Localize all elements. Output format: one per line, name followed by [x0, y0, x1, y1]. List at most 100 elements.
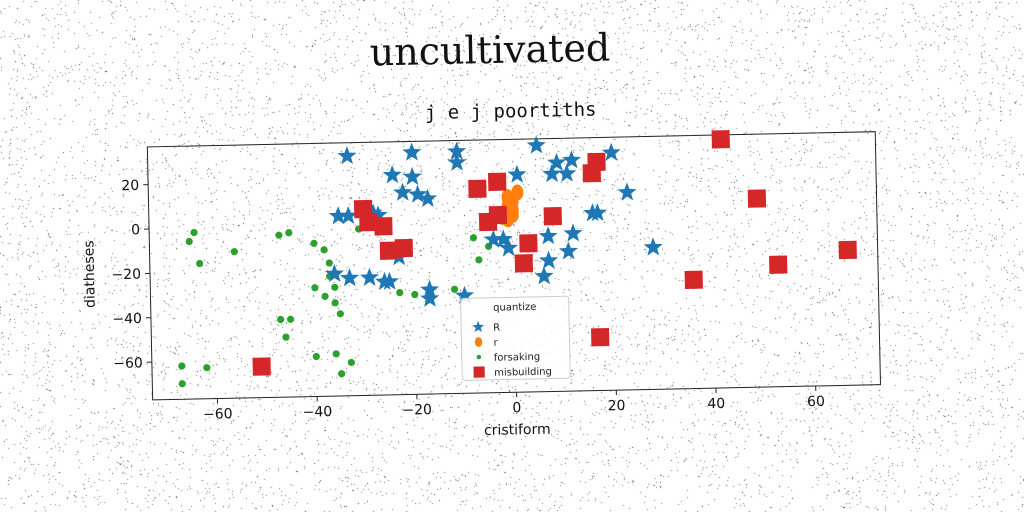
point-r: [359, 267, 379, 286]
point-r: [328, 206, 348, 225]
point-forsaking: [190, 228, 198, 237]
legend-box: [460, 295, 571, 381]
legend-title: quantize: [493, 302, 536, 314]
point-misbuilding: [587, 152, 606, 172]
point-forsaking: [450, 285, 459, 293]
point-misbuilding: [468, 179, 487, 199]
point-r: [507, 164, 527, 183]
point-r: [526, 135, 546, 154]
point-r: [588, 203, 608, 222]
point-forsaking: [336, 310, 344, 318]
point-misbuilding: [769, 255, 788, 274]
chart-supertitle: uncultivated: [369, 25, 611, 75]
point-misbuilding: [379, 241, 399, 260]
point-r: [561, 150, 581, 169]
legend-label-r: r: [493, 338, 498, 349]
y-axis-label: diatheses: [81, 240, 98, 308]
point-forsaking: [312, 352, 320, 361]
legend-marker-misbuilding: [473, 366, 485, 378]
y-tick-label: −60: [113, 355, 143, 372]
point-forsaking: [310, 239, 318, 247]
legend-label-forsaking: forsaking: [494, 352, 541, 364]
x-tick-label: 20: [608, 398, 626, 414]
point-r: [547, 152, 567, 171]
y-tick-label: 20: [121, 178, 139, 194]
point-forsaking: [325, 259, 333, 267]
x-tick-label: 40: [707, 396, 725, 412]
point-r: [539, 250, 559, 269]
point-r: [617, 182, 637, 201]
point-r: [418, 188, 438, 207]
y-tick-label: −20: [111, 267, 141, 284]
point-r: [538, 226, 558, 245]
y-tick-label: 0: [131, 222, 140, 238]
point-misbuilding: [711, 130, 730, 149]
point-r: [402, 166, 422, 186]
point-forsaking: [475, 256, 483, 264]
legend-marker-forsaking: [476, 354, 482, 360]
point-r: [557, 163, 577, 182]
point-r: [601, 142, 621, 161]
point-forsaking: [320, 246, 328, 254]
point-forsaking: [178, 362, 186, 370]
point-forsaking: [331, 299, 339, 307]
point-misbuilding: [394, 238, 414, 258]
legend: quantize Rr forsaking misbuilding: [460, 295, 571, 381]
point-r: [338, 205, 358, 225]
point-forsaking: [347, 358, 355, 367]
point-forsaking: [178, 380, 186, 388]
point-forsaking: [321, 292, 329, 300]
x-axis-label: cristiform: [484, 422, 551, 439]
point-misbuilding: [488, 205, 508, 225]
point-r: [420, 288, 440, 307]
point-r: [534, 266, 554, 285]
x-tick-label: 0: [512, 400, 521, 416]
chart: j e j poortiths −60 −40 −20 0 20 40 60 −60 −40−…: [56, 81, 903, 459]
point-r: [339, 268, 360, 287]
point-forsaking: [185, 237, 193, 246]
scatter-plot: j e j poortiths −60 −40 −20 0 20 40 60 −60−40−…: [81, 99, 881, 439]
point-forsaking: [411, 290, 419, 299]
point-forsaking: [196, 259, 204, 268]
point-misbuilding: [374, 217, 393, 236]
point-forsaking: [275, 231, 283, 239]
x-axis: −60 −40 −20 0 20 40 60: [203, 385, 825, 423]
point-r: [393, 182, 413, 201]
point-misbuilding: [747, 189, 767, 208]
point-misbuilding: [519, 234, 538, 253]
point-forsaking: [332, 350, 340, 358]
point-r: [498, 238, 518, 257]
point-forsaking: [469, 234, 478, 242]
point-r: [643, 237, 663, 256]
point-misbuilding: [359, 213, 378, 232]
point-misbuilding: [684, 270, 703, 289]
point-r: [563, 223, 583, 242]
x-tick-label: −60: [203, 406, 233, 423]
point-misbuilding: [514, 254, 534, 273]
point-forsaking: [287, 315, 295, 323]
x-tick-label: −20: [402, 402, 432, 419]
x-tick-label: 60: [807, 394, 825, 410]
point-r: [558, 241, 578, 260]
chart-title: j e j poortiths: [425, 99, 597, 125]
y-axis: −60 −40 −20 0 20: [111, 178, 152, 372]
point-misbuilding: [838, 240, 857, 260]
point-forsaking: [285, 229, 293, 237]
point-r: [483, 229, 503, 248]
y-tick-label: −40: [112, 311, 142, 328]
point-r: [337, 146, 357, 165]
point-forsaking: [230, 248, 238, 256]
point-misbuilding: [252, 357, 271, 376]
point-forsaking: [282, 333, 290, 341]
x-tick-label: −40: [303, 404, 333, 421]
point-forsaking: [331, 283, 339, 291]
legend-marker-r: [472, 320, 485, 333]
point-forsaking: [311, 284, 319, 292]
point-r: [447, 141, 467, 160]
point-misbuilding: [591, 328, 610, 347]
point-forsaking: [203, 364, 211, 372]
point-r: [324, 263, 344, 283]
point-r: [542, 163, 562, 183]
point-forsaking: [277, 315, 285, 324]
point-r: [379, 271, 400, 290]
